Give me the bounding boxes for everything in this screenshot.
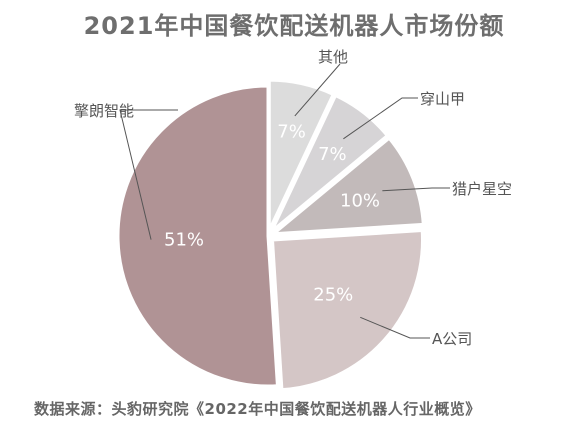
callout-line-2 bbox=[382, 187, 450, 192]
slice-value-label-3: 7% bbox=[318, 144, 347, 165]
pie-slice-0 bbox=[116, 84, 280, 388]
slice-name-label-1: A公司 bbox=[432, 330, 472, 348]
slice-name-label-3: 穿山甲 bbox=[420, 90, 465, 108]
callout-line-0 bbox=[119, 109, 178, 240]
pie-slice-4 bbox=[267, 78, 336, 231]
slice-value-label-4: 7% bbox=[277, 122, 306, 143]
source-note: 数据来源：头豹研究院《2022年中国餐饮配送机器人行业概览》 bbox=[34, 400, 481, 418]
chart-title: 2021年中国餐饮配送机器人市场份额 bbox=[83, 12, 505, 40]
pie-slice-3 bbox=[270, 93, 390, 233]
slice-value-label-2: 10% bbox=[340, 191, 380, 212]
callout-line-1 bbox=[360, 316, 430, 339]
pie-slice-2 bbox=[269, 136, 425, 236]
slice-name-label-4: 其他 bbox=[318, 48, 348, 66]
slice-name-label-0: 擎朗智能 bbox=[74, 102, 134, 120]
slice-name-label-2: 猎户星空 bbox=[452, 180, 512, 198]
pie-slice-1 bbox=[270, 228, 424, 392]
slice-value-label-1: 25% bbox=[313, 285, 353, 306]
slice-value-label-0: 51% bbox=[164, 230, 204, 251]
callout-line-3 bbox=[343, 97, 418, 140]
callout-line-4 bbox=[294, 63, 341, 117]
